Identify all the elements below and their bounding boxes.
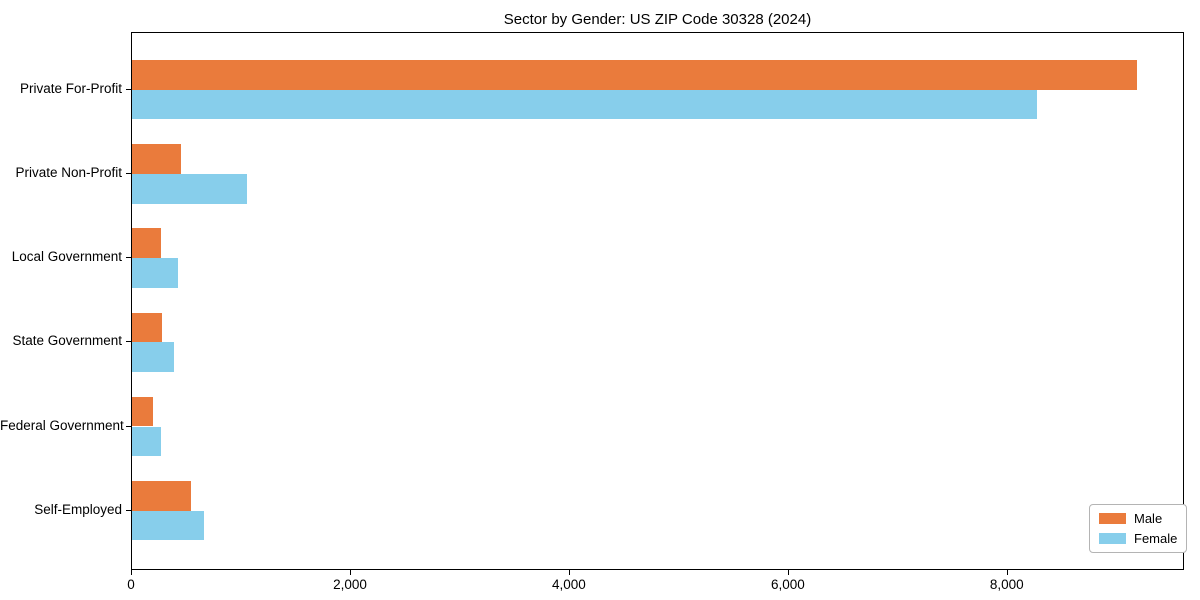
y-tick-mark — [126, 88, 131, 90]
legend-entry-male: Male — [1099, 512, 1177, 525]
legend-entry-female: Female — [1099, 532, 1177, 545]
x-tick-label-2-000: 2,000 — [333, 577, 367, 592]
bar-female-state-government — [132, 342, 175, 372]
x-tick-mark — [350, 570, 351, 575]
y-tick-label-self-employed: Self-Employed — [34, 501, 122, 517]
bar-male-local-government — [132, 228, 161, 259]
bar-female-private-for-profit — [132, 89, 1037, 120]
legend-label-female: Female — [1134, 531, 1178, 546]
bar-male-private-for-profit — [132, 60, 1137, 90]
bar-female-private-non-profit — [132, 173, 247, 204]
bar-male-federal-government — [132, 396, 153, 427]
y-tick-label-state-government: State Government — [12, 333, 122, 349]
legend: Male Female — [1089, 504, 1188, 553]
bar-female-local-government — [132, 258, 178, 288]
x-tick-label-6-000: 6,000 — [770, 577, 805, 592]
bar-male-private-non-profit — [132, 144, 182, 174]
x-tick-label-4-000: 4,000 — [551, 577, 586, 592]
chart-title: Sector by Gender: US ZIP Code 30328 (202… — [503, 11, 812, 28]
plot-area — [131, 32, 1184, 570]
legend-swatch-male — [1099, 513, 1126, 524]
y-tick-label-local-government: Local Government — [11, 249, 122, 265]
y-tick-label-private-for-profit: Private For-Profit — [19, 80, 122, 96]
bar-male-self-employed — [132, 481, 192, 511]
y-tick-label-federal-government: Federal Government — [0, 417, 124, 433]
bar-male-state-government — [132, 312, 162, 343]
x-tick-mark — [1006, 570, 1008, 575]
bar-female-federal-government — [132, 426, 161, 457]
legend-swatch-female — [1099, 533, 1126, 544]
y-tick-label-private-non-profit: Private Non-Profit — [15, 164, 122, 180]
bar-female-self-employed — [132, 510, 205, 541]
x-tick-mark — [787, 570, 789, 575]
x-tick-mark — [131, 570, 132, 575]
y-tick-mark — [126, 425, 131, 427]
y-tick-mark — [126, 341, 131, 343]
x-tick-mark — [568, 570, 570, 575]
legend-label-male: Male — [1134, 511, 1163, 526]
x-tick-label-8-000: 8,000 — [989, 577, 1024, 592]
y-tick-mark — [126, 509, 131, 511]
y-tick-mark — [126, 257, 131, 259]
y-tick-mark — [126, 172, 131, 174]
x-tick-label-0: 0 — [127, 577, 135, 592]
